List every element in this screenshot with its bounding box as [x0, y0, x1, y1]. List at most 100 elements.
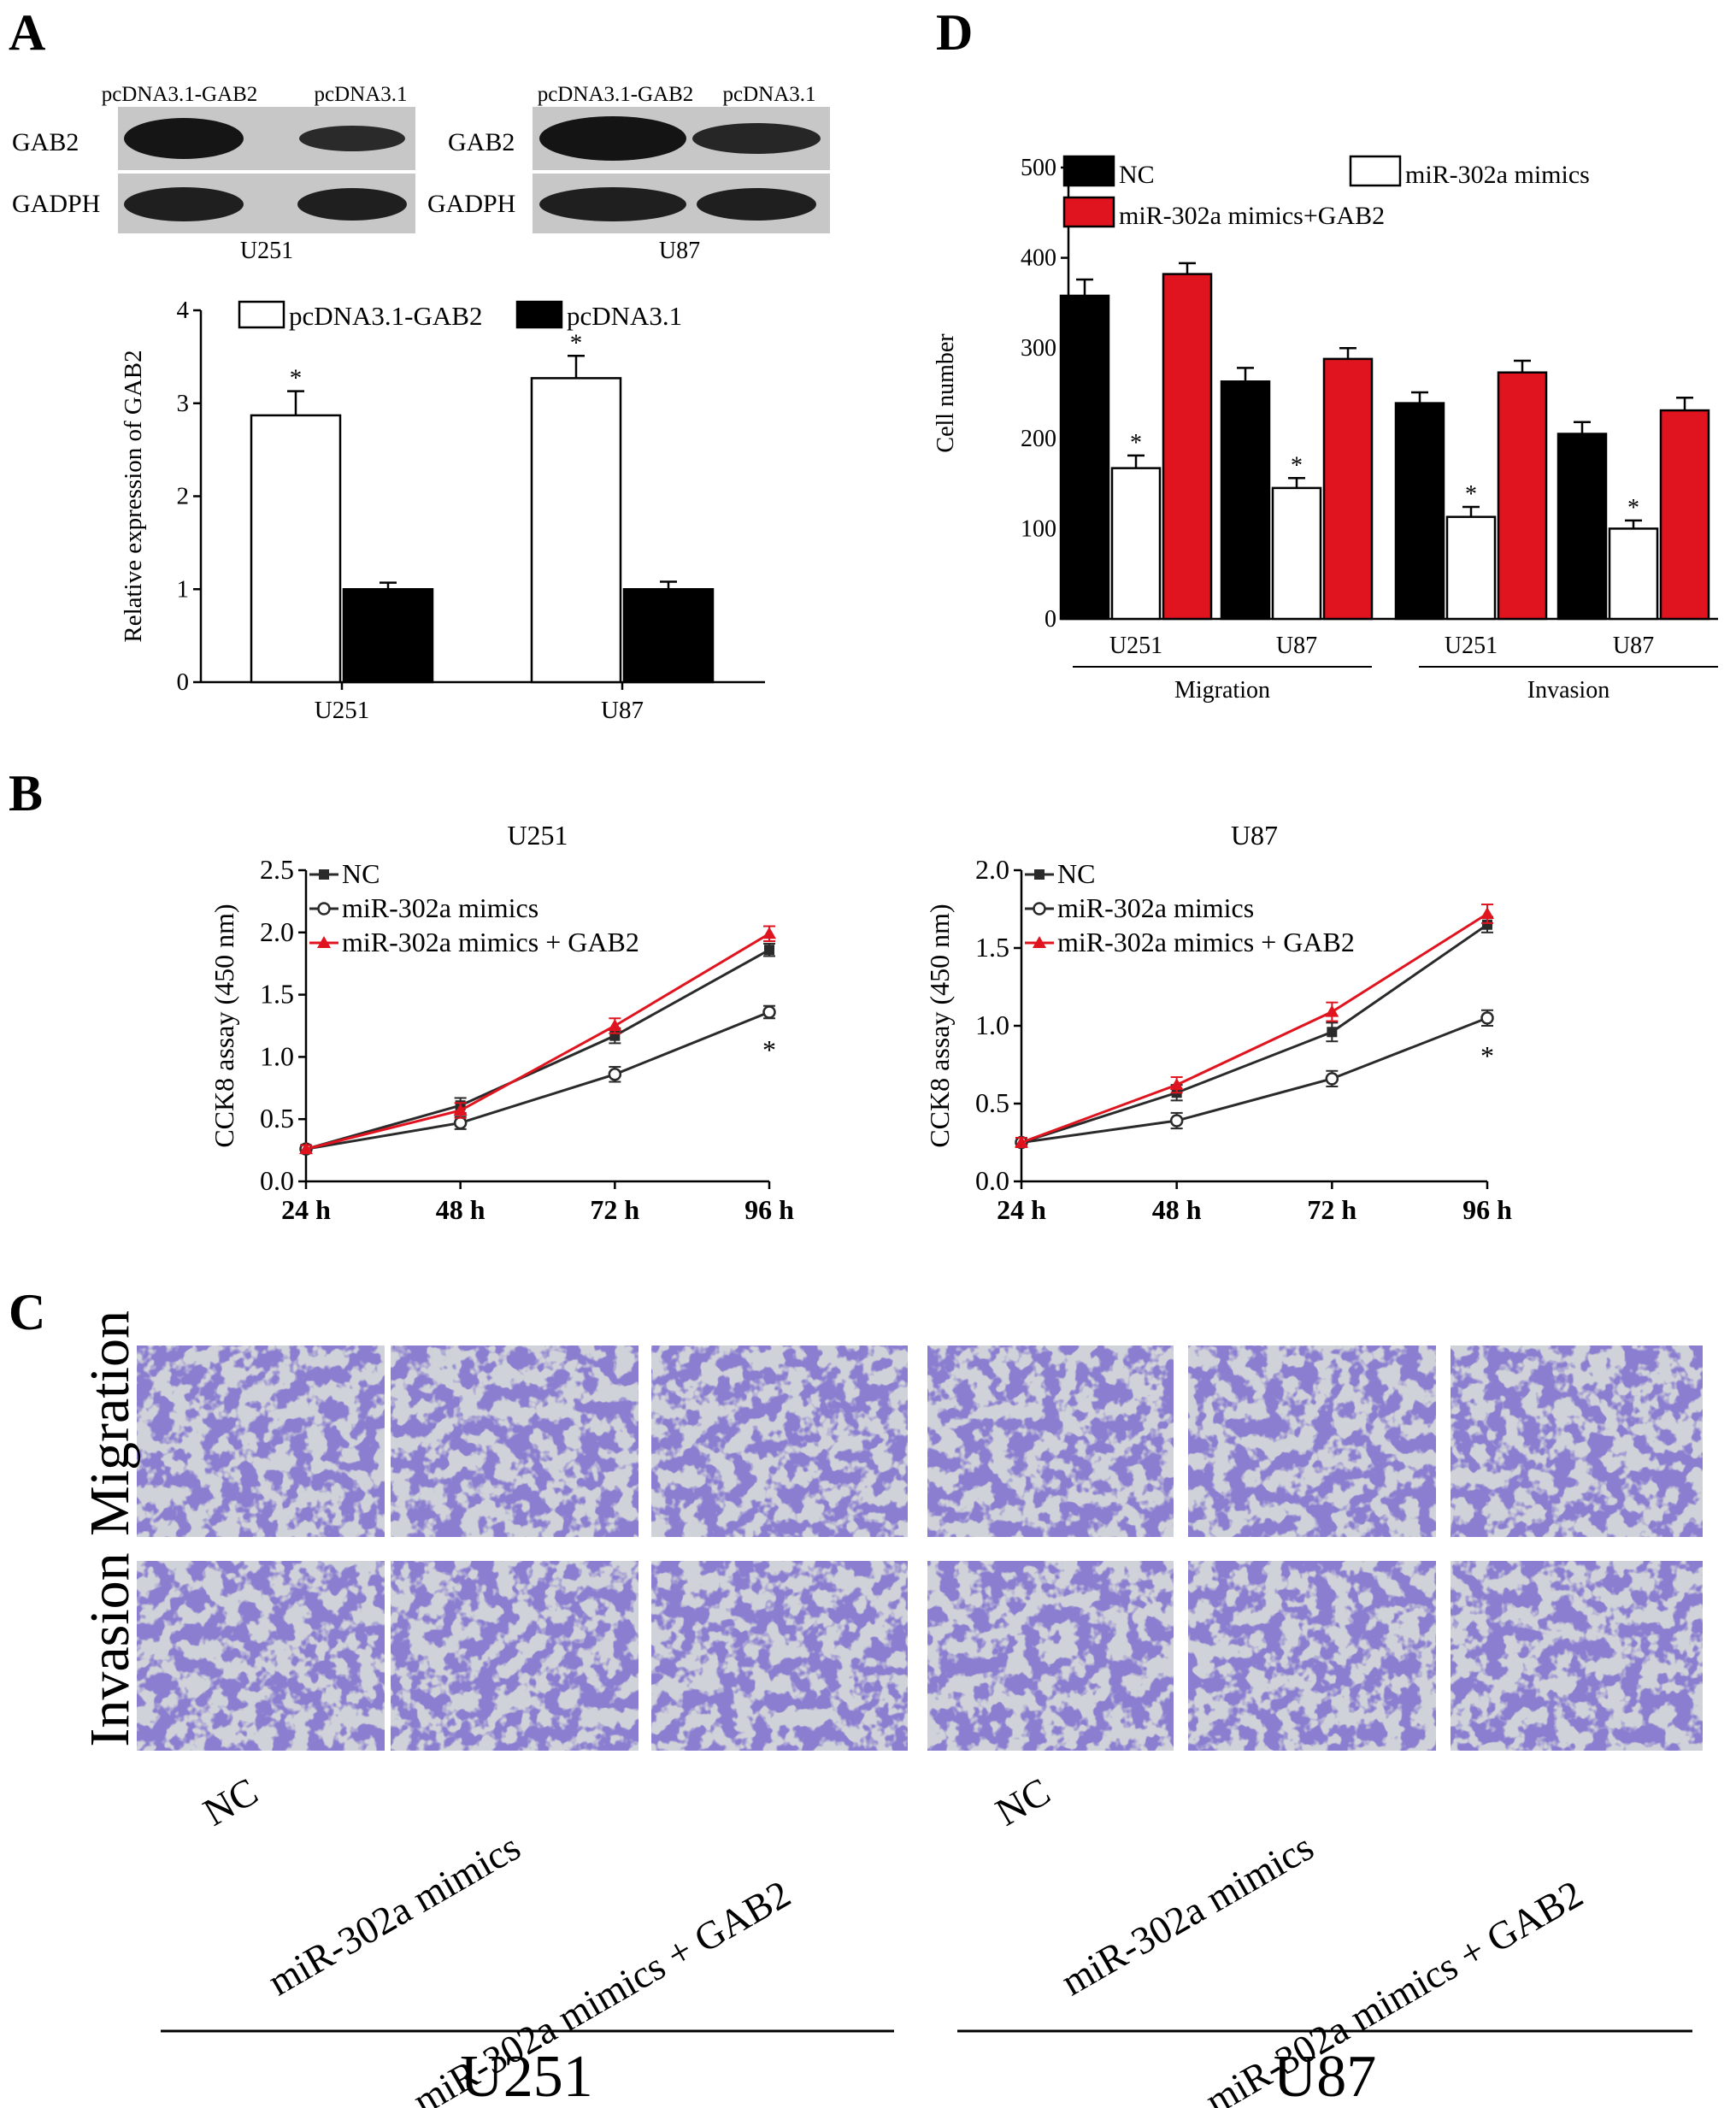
blot-row-label-gadph: GADPH — [427, 190, 515, 218]
data-point — [1482, 919, 1492, 930]
bar — [1059, 294, 1110, 621]
series-line — [1021, 912, 1488, 1144]
y-tick-label: 1.5 — [260, 979, 294, 1010]
photo-column-label: NC — [196, 1769, 265, 1834]
blot-band — [297, 188, 407, 221]
x-tick-label: 72 h — [1307, 1194, 1356, 1225]
legend-label: pcDNA3.1-GAB2 — [289, 301, 482, 331]
blot-row-label-gab2: GAB2 — [448, 128, 515, 156]
blot-band — [124, 118, 244, 159]
y-axis-label: Cell number — [933, 333, 959, 453]
x-tick-label: U251 — [315, 697, 369, 724]
stained-cells — [1451, 1345, 1703, 1537]
blot-col-label-1: pcDNA3.1-GAB2 — [538, 83, 694, 106]
photo-column-label: miR-302a mimics + GAB2 — [1198, 1871, 1590, 2108]
chart-title: U87 — [1231, 820, 1278, 851]
chart-cck8-u87: U87 0.0 0.5 1.0 1.5 2.0 24 h 48 h 72 h 96 h CCK8 a… — [924, 820, 1512, 1225]
legend-marker — [317, 936, 331, 948]
bar — [1394, 402, 1445, 621]
blot-cell-label: U87 — [659, 238, 700, 264]
stained-cells — [137, 1345, 385, 1537]
data-point — [1480, 1011, 1494, 1025]
legend-label: miR-302a mimics+GAB2 — [1119, 202, 1385, 230]
group-label: Invasion — [1527, 677, 1609, 704]
blot-band — [697, 188, 816, 221]
y-axis-label: CCK8 assay (450 nm) — [924, 904, 955, 1147]
bar — [1322, 357, 1374, 621]
x-tick-label: U87 — [601, 697, 644, 724]
legend-label: NC — [1057, 858, 1095, 889]
significance-marker: * — [290, 365, 303, 392]
y-tick-label: 2.0 — [260, 916, 294, 947]
y-tick-label: 1.5 — [975, 932, 1009, 963]
blot-cell-label: U251 — [240, 238, 293, 264]
data-point — [608, 1068, 622, 1081]
significance-marker: * — [1130, 430, 1142, 456]
blot-row-label-gadph: GADPH — [12, 190, 100, 218]
legend-label: miR-302a mimics + GAB2 — [1057, 927, 1355, 957]
x-tick-label: U251 — [1445, 633, 1498, 659]
bar — [1608, 527, 1659, 621]
blot-col-label-2: pcDNA3.1 — [314, 83, 407, 106]
significance-marker: * — [762, 1034, 776, 1065]
y-tick-label: 0 — [1045, 606, 1056, 633]
data-point — [762, 1005, 776, 1019]
panel-label-b: B — [9, 765, 43, 821]
data-point — [764, 945, 774, 956]
y-tick-label: 0.5 — [260, 1103, 294, 1133]
group-label-u87: U87 — [1274, 2044, 1377, 2108]
bar — [530, 377, 622, 684]
bar — [1110, 467, 1162, 621]
bar — [1271, 486, 1322, 621]
series-line — [1021, 923, 1488, 1144]
y-tick-label: 2.0 — [975, 854, 1009, 885]
legend-label: miR-302a mimics — [1405, 161, 1590, 189]
y-tick-label: 2.5 — [260, 854, 294, 885]
data-point — [453, 1104, 468, 1116]
series-line — [305, 1010, 770, 1151]
blot-band — [299, 126, 405, 151]
series-line — [305, 948, 770, 1151]
data-point — [762, 927, 776, 939]
chart-cck8-u251: U251 0.0 0.5 1.0 1.5 2.0 2.5 24 h 48 h 72 h 96 h CC… — [209, 820, 794, 1225]
y-tick-label: 0 — [177, 668, 190, 696]
data-point — [453, 1116, 468, 1130]
y-tick-label: 0.0 — [260, 1165, 294, 1196]
significance-marker: * — [570, 329, 583, 356]
bar — [250, 414, 342, 684]
data-point — [1169, 1078, 1184, 1091]
panel-label-c: C — [9, 1284, 45, 1340]
legend-marker — [1033, 936, 1046, 948]
y-tick-label: 3 — [177, 390, 190, 417]
y-tick-label: 0.0 — [975, 1165, 1009, 1196]
transwell-photo-grid — [137, 1345, 1703, 1751]
blot-col-label-2: pcDNA3.1 — [722, 83, 815, 106]
blot-row-label-gab2: GAB2 — [12, 128, 79, 156]
western-blot-u87: pcDNA3.1-GAB2 pcDNA3.1 GAB2 GADPH U87 — [427, 83, 830, 264]
y-tick-label: 1 — [177, 575, 190, 603]
chart-title: U251 — [507, 820, 568, 851]
data-point — [1325, 1072, 1339, 1086]
legend-marker — [319, 869, 329, 880]
chart-relative-expression: 0 1 2 3 4 Relative expression of GAB2 * U251 * U8… — [120, 297, 765, 724]
stained-cells — [391, 1561, 638, 1751]
y-tick-label: 4 — [177, 297, 190, 324]
x-tick-label: U87 — [1276, 633, 1317, 659]
stained-cells — [927, 1345, 1174, 1537]
bar — [1220, 380, 1271, 621]
legend-label: miR-302a mimics + GAB2 — [342, 927, 639, 957]
x-tick-label: U87 — [1613, 633, 1654, 659]
bar — [622, 588, 715, 684]
x-tick-label: 24 h — [281, 1194, 331, 1225]
stained-cells — [1451, 1561, 1703, 1751]
stained-cells — [137, 1561, 385, 1751]
legend-marker — [317, 902, 331, 916]
bar — [342, 588, 434, 684]
data-point — [299, 1142, 313, 1155]
panel-label-a: A — [9, 4, 45, 61]
legend-label: miR-302a mimics — [1057, 892, 1254, 923]
legend-marker — [1033, 902, 1046, 916]
western-blot-u251: pcDNA3.1-GAB2 pcDNA3.1 GAB2 GADPH U251 — [12, 83, 415, 264]
y-tick-label: 500 — [1021, 155, 1056, 181]
